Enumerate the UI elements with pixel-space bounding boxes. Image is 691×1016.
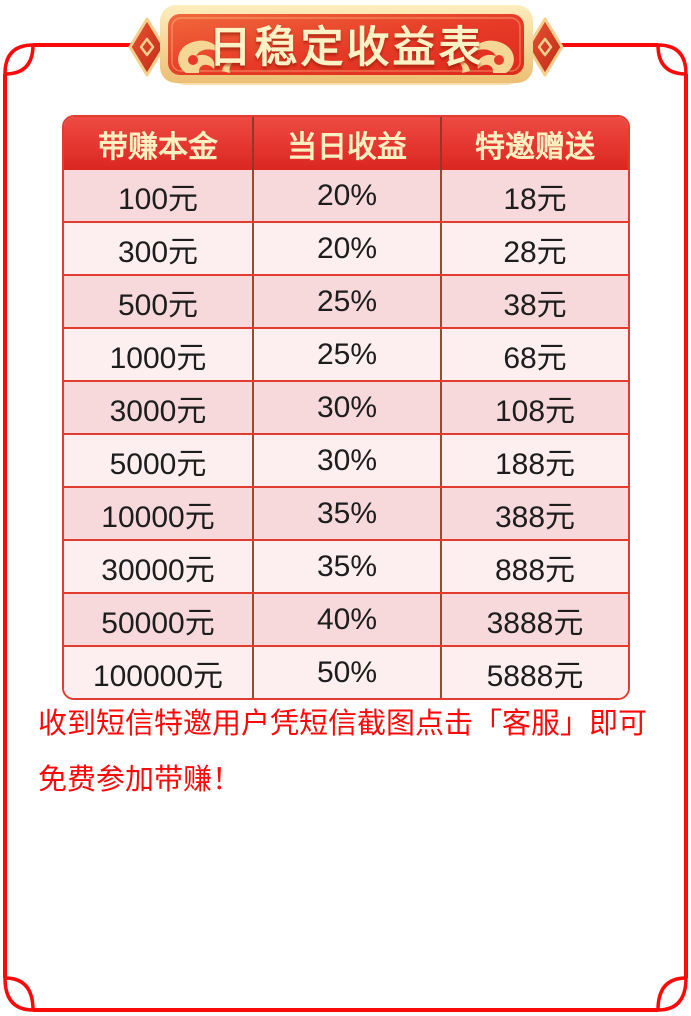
column-header-principal: 带赚本金 <box>98 130 218 164</box>
cell-principal: 3000元 <box>109 394 207 428</box>
cell-daily-return: 30% <box>252 435 440 486</box>
cell-gift: 18元 <box>440 170 628 221</box>
footnote-line: 收到短信特邀用户凭短信截图点击「客服」即可 <box>38 708 648 740</box>
cell-principal: 10000元 <box>101 500 215 534</box>
diamond-ornament-icon <box>526 17 564 77</box>
table-row: 50000元 40% 3888元 <box>64 592 628 645</box>
rate-table: 带赚本金 当日收益 特邀赠送 100元 20% 18元 300元 20% 28元… <box>62 115 630 700</box>
corner-leaf-icon <box>3 43 35 76</box>
cell-daily-return: 50% <box>252 647 440 698</box>
cell-gift: 3888元 <box>440 594 628 645</box>
column-header-daily-return: 当日收益 <box>252 117 440 170</box>
cell-daily-return: 35% <box>252 488 440 539</box>
banner-title: 日稳定收益表 <box>208 24 485 72</box>
banner-plaque <box>160 5 533 85</box>
cell-principal: 50000元 <box>101 606 215 640</box>
table-row: 30000元 35% 888元 <box>64 539 628 592</box>
cell-gift: 28元 <box>440 223 628 274</box>
wave-ornament-icon <box>458 40 514 73</box>
cell-gift: 108元 <box>440 382 628 433</box>
cell-daily-return: 20% <box>252 223 440 274</box>
cell-daily-return: 35% <box>252 541 440 592</box>
cell-gift: 68元 <box>440 329 628 380</box>
cell-principal: 5000元 <box>109 447 207 481</box>
banner-artwork <box>128 5 564 85</box>
cell-principal: 100元 <box>117 182 199 216</box>
wave-ornament-icon <box>178 40 234 73</box>
cell-daily-return: 20% <box>252 170 440 221</box>
cell-daily-return: 40% <box>252 594 440 645</box>
footnote-line: 免费参加带赚！ <box>38 764 242 796</box>
corner-leaf-icon <box>656 43 688 76</box>
corner-leaf-icon <box>656 976 688 1012</box>
table-row: 5000元 30% 188元 <box>64 433 628 486</box>
cell-gift: 888元 <box>440 541 628 592</box>
diamond-ornament-icon <box>128 17 166 77</box>
footnote: 收到短信特邀用户凭短信截图点击「客服」即可 免费参加带赚！ <box>38 696 663 808</box>
table-row: 100元 20% 18元 <box>64 170 628 221</box>
cell-principal: 500元 <box>117 288 199 322</box>
cell-gift: 5888元 <box>440 647 628 698</box>
table-row: 1000元 25% 68元 <box>64 327 628 380</box>
table-header-row: 带赚本金 当日收益 特邀赠送 <box>64 117 628 170</box>
table-row: 100000元 50% 5888元 <box>64 645 628 698</box>
cell-principal: 300元 <box>117 235 199 269</box>
table-row: 10000元 35% 388元 <box>64 486 628 539</box>
cell-gift: 188元 <box>440 435 628 486</box>
cell-daily-return: 25% <box>252 329 440 380</box>
corner-leaf-icon <box>3 976 35 1012</box>
cell-gift: 388元 <box>440 488 628 539</box>
cell-gift: 38元 <box>440 276 628 327</box>
cell-principal: 30000元 <box>101 553 215 587</box>
table-row: 300元 20% 28元 <box>64 221 628 274</box>
cell-principal: 1000元 <box>109 341 207 375</box>
table-row: 3000元 30% 108元 <box>64 380 628 433</box>
table-row: 500元 25% 38元 <box>64 274 628 327</box>
cell-principal: 100000元 <box>92 659 224 693</box>
cell-daily-return: 30% <box>252 382 440 433</box>
title-banner: 日稳定收益表 <box>126 3 566 87</box>
column-header-gift: 特邀赠送 <box>440 117 628 170</box>
cell-daily-return: 25% <box>252 276 440 327</box>
